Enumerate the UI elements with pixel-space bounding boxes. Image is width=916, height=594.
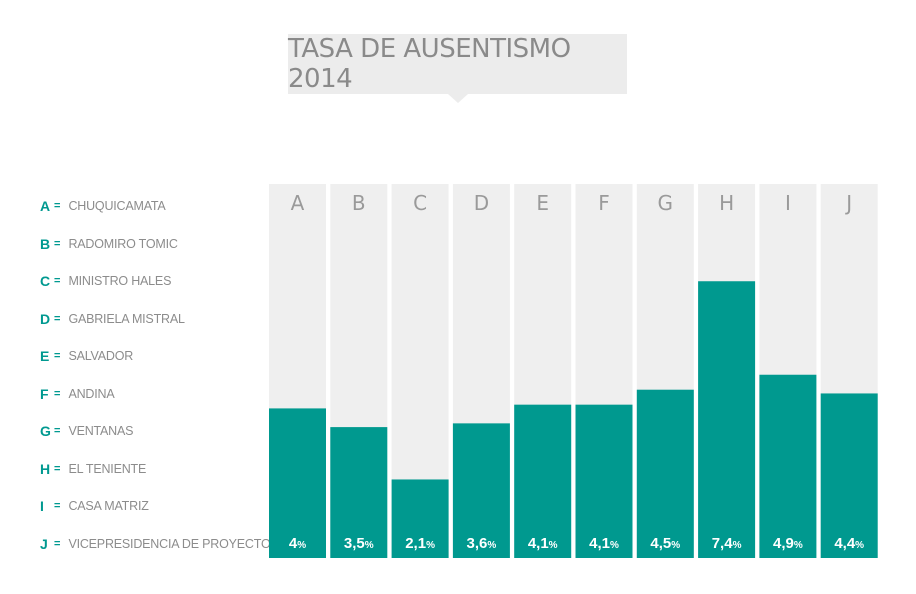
bar bbox=[514, 404, 572, 558]
bar-value-label: 4% bbox=[289, 535, 306, 552]
category-label: G bbox=[658, 191, 674, 215]
bar-value-number: 2,1 bbox=[405, 535, 426, 552]
legend-code: J bbox=[40, 535, 48, 552]
bar-value-unit: % bbox=[733, 540, 742, 551]
legend-label: CASA MATRIZ bbox=[68, 499, 149, 513]
bar-value-number: 4,9 bbox=[773, 535, 794, 552]
category-label: D bbox=[474, 191, 489, 215]
legend-label: RADOMIRO TOMIC bbox=[68, 236, 178, 251]
bar-value-number: 4,4 bbox=[834, 535, 856, 552]
bar-value-unit: % bbox=[855, 540, 864, 551]
bar-value-number: 4 bbox=[289, 535, 298, 552]
legend-code: G bbox=[40, 423, 51, 439]
bar-value-label: 7,4% bbox=[712, 535, 742, 552]
legend-item-b: B = RADOMIRO TOMIC bbox=[40, 234, 178, 254]
category-label: A bbox=[291, 191, 305, 215]
bar-value-unit: % bbox=[487, 540, 496, 551]
bar-value-unit: % bbox=[297, 540, 306, 551]
legend-item-d: D = GABRIELA MISTRAL bbox=[40, 309, 185, 329]
bar-value-unit: % bbox=[426, 540, 435, 551]
bar-value-label: 4,4% bbox=[834, 535, 864, 552]
legend-item-f: F = ANDINA bbox=[40, 384, 115, 404]
bar bbox=[330, 427, 388, 558]
bar-value-label: 4,1% bbox=[528, 535, 558, 552]
bar-value-number: 4,5 bbox=[650, 535, 671, 552]
legend-label: VENTANAS bbox=[68, 424, 134, 438]
legend-label: EL TENIENTE bbox=[68, 461, 147, 476]
legend-item-c: C = MINISTRO HALES bbox=[40, 271, 171, 291]
legend-code: H bbox=[40, 460, 51, 477]
legend-separator: = bbox=[54, 237, 61, 250]
bar-value-number: 3,6 bbox=[467, 535, 488, 552]
bar-value-unit: % bbox=[671, 540, 680, 551]
bar bbox=[820, 393, 878, 558]
legend-item-e: E = SALVADOR bbox=[40, 346, 133, 366]
legend-code: C bbox=[40, 273, 51, 289]
bar-value-unit: % bbox=[610, 540, 619, 551]
category-label: B bbox=[352, 191, 366, 215]
legend-separator: = bbox=[54, 200, 61, 212]
category-label: F bbox=[598, 191, 610, 215]
bar-value-label: 4,9% bbox=[773, 535, 803, 552]
category-label: C bbox=[413, 191, 427, 215]
legend-item-i: I = CASA MATRIZ bbox=[40, 496, 149, 516]
category-label: I bbox=[785, 191, 791, 215]
legend-separator: = bbox=[54, 425, 61, 437]
legend-label: MINISTRO HALES bbox=[68, 274, 172, 288]
legend-separator: = bbox=[54, 275, 61, 287]
legend-separator: = bbox=[54, 462, 61, 475]
legend-separator: = bbox=[54, 312, 61, 325]
legend-separator: = bbox=[54, 537, 61, 550]
legend-item-a: A = CHUQUICAMATA bbox=[40, 196, 166, 216]
legend-code: E bbox=[40, 348, 50, 364]
bar-value-label: 2,1% bbox=[405, 535, 435, 552]
legend-item-j: J = VICEPRESIDENCIA DE PROYECTOS bbox=[40, 534, 279, 554]
bar bbox=[636, 389, 694, 558]
bar-value-number: 7,4 bbox=[712, 535, 734, 552]
bar bbox=[269, 408, 326, 558]
legend-separator: = bbox=[54, 350, 61, 362]
title-pointer bbox=[448, 94, 468, 103]
bar bbox=[452, 423, 510, 558]
chart-title-box: TASA DE AUSENTISMO 2014 bbox=[288, 34, 627, 94]
bar-value-label: 4,5% bbox=[650, 535, 680, 552]
category-label: E bbox=[536, 191, 549, 215]
legend-label: SALVADOR bbox=[68, 349, 134, 363]
bar-value-unit: % bbox=[549, 540, 558, 551]
legend-separator: = bbox=[54, 387, 61, 400]
legend-separator: = bbox=[54, 500, 61, 512]
chart-title: TASA DE AUSENTISMO 2014 bbox=[288, 34, 571, 94]
bar bbox=[698, 281, 756, 558]
category-label: H bbox=[719, 191, 734, 215]
legend-code: I bbox=[40, 498, 44, 514]
legend-label: ANDINA bbox=[68, 386, 115, 401]
bar bbox=[759, 374, 817, 558]
bar-value-label: 3,5% bbox=[344, 535, 374, 552]
bar bbox=[575, 404, 633, 558]
legend-label: CHUQUICAMATA bbox=[68, 199, 166, 213]
bar-value-number: 4,1 bbox=[528, 535, 549, 552]
legend-code: F bbox=[40, 385, 49, 402]
bar-value-unit: % bbox=[365, 540, 374, 551]
legend-code: D bbox=[40, 310, 51, 327]
category-label: J bbox=[844, 191, 852, 215]
legend-code: B bbox=[40, 235, 51, 252]
bar-value-label: 3,6% bbox=[467, 535, 497, 552]
bar-value-number: 3,5 bbox=[344, 535, 365, 552]
legend-label: GABRIELA MISTRAL bbox=[68, 311, 185, 326]
bar-value-unit: % bbox=[794, 540, 803, 551]
legend-label: VICEPRESIDENCIA DE PROYECTOS bbox=[68, 536, 279, 551]
legend-item-g: G = VENTANAS bbox=[40, 421, 133, 441]
legend-item-h: H = EL TENIENTE bbox=[40, 459, 146, 479]
bar-value-number: 4,1 bbox=[589, 535, 610, 552]
legend-code: A bbox=[40, 198, 51, 214]
bar-value-label: 4,1% bbox=[589, 535, 619, 552]
bar bbox=[391, 479, 449, 558]
